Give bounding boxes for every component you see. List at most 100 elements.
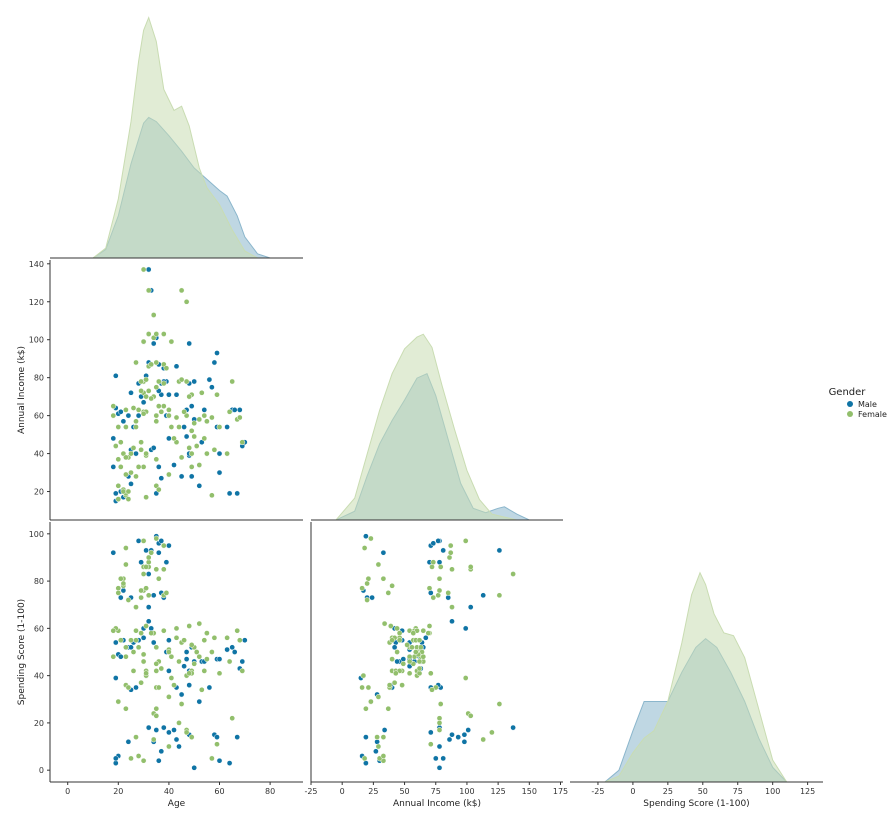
xtick-label-income--25: -25	[304, 787, 317, 796]
point-age-income-female-85	[163, 365, 170, 372]
point-age-spending-female-106	[204, 630, 210, 636]
point-income-spending-female-94	[380, 753, 387, 759]
point-income-spending-male-54	[363, 734, 369, 740]
point-age-spending-female-82	[201, 637, 208, 644]
point-age-income-female-19	[153, 412, 160, 419]
point-age-income-male-85	[166, 435, 172, 442]
point-age-income-female-105	[181, 408, 187, 415]
ytick-label-spending-100: 100	[29, 530, 44, 539]
point-age-spending-female-55	[160, 566, 167, 573]
ytick-label-income-100: 100	[29, 336, 44, 345]
point-age-income-female-16	[117, 464, 124, 470]
point-income-spending-female-42	[429, 564, 435, 570]
point-age-spending-female-13	[166, 694, 172, 700]
point-age-income-male-71	[150, 445, 157, 451]
point-age-spending-female-95	[128, 637, 134, 644]
point-age-spending-male-11	[138, 559, 144, 566]
point-income-spending-male-74	[461, 731, 468, 738]
point-income-spending-female-22	[396, 630, 403, 636]
point-age-spending-male-76	[214, 734, 220, 740]
point-age-income-female-27	[155, 403, 162, 409]
point-income-spending-female-87	[385, 590, 392, 596]
point-age-income-female-63	[191, 420, 198, 427]
point-age-spending-female-40	[160, 627, 167, 634]
point-age-income-female-79	[211, 446, 218, 453]
point-income-spending-female-108	[380, 734, 387, 740]
point-age-income-female-62	[168, 338, 175, 345]
point-age-income-female-99	[138, 388, 144, 394]
xlabel-spending: Spending Score (1-100)	[643, 799, 749, 809]
point-income-spending-female-60	[447, 542, 454, 549]
pairplot-panels: 20 40 60 80 100 120 140 Annual Income (k$) 0 20 40…	[17, 16, 823, 809]
point-income-spending-male-8	[369, 594, 375, 601]
point-age-income-female-70	[201, 435, 208, 442]
point-age-income-female-94	[135, 464, 142, 470]
point-income-spending-female-106	[410, 630, 417, 636]
point-age-spending-female-102	[153, 712, 160, 719]
point-income-spending-female-40	[420, 627, 427, 634]
point-income-spending-female-3	[365, 575, 372, 582]
point-age-spending-female-7	[153, 705, 160, 712]
point-age-spending-male-81	[128, 644, 134, 651]
point-age-income-female-93	[128, 469, 134, 476]
point-age-income-female-100	[143, 376, 149, 383]
point-age-spending-male-84	[191, 764, 198, 771]
point-age-income-female-73	[191, 433, 198, 440]
point-age-income-female-53	[155, 378, 162, 385]
point-age-spending-female-16	[117, 575, 124, 582]
point-age-income-female-39	[166, 412, 172, 419]
point-income-spending-female-98	[426, 585, 433, 592]
point-age-income-male-8	[128, 481, 134, 487]
point-age-spending-male-87	[155, 757, 162, 764]
point-age-spending-female-103	[145, 592, 152, 599]
point-income-spending-female-51	[449, 604, 455, 610]
point-age-income-female-38	[173, 414, 180, 421]
ytick-label-income-120: 120	[29, 298, 44, 307]
point-income-spending-male-81	[391, 644, 398, 651]
point-income-spending-female-109	[427, 741, 434, 748]
point-age-spending-female-38	[173, 625, 180, 632]
xtick-label-income-150: 150	[522, 787, 537, 796]
point-age-spending-female-86	[140, 571, 147, 577]
point-age-spending-female-99	[138, 594, 144, 601]
point-income-spending-male-51	[363, 760, 369, 766]
point-age-spending-female-25	[140, 658, 147, 665]
point-age-income-female-18	[138, 446, 144, 453]
point-age-income-female-74	[186, 393, 193, 400]
legend: Gender Male Female	[829, 387, 887, 419]
point-income-spending-male-47	[449, 731, 455, 738]
point-age-spending-male-7	[125, 738, 132, 745]
point-age-income-female-101	[148, 361, 155, 368]
point-income-spending-female-10	[389, 582, 395, 589]
point-age-spending-female-77	[226, 658, 233, 665]
point-income-spending-female-74	[426, 623, 433, 629]
point-age-income-female-67	[196, 416, 203, 423]
point-income-spending-female-45	[435, 592, 442, 599]
point-income-spending-male-13	[440, 547, 447, 554]
point-age-spending-female-50	[145, 554, 152, 561]
point-age-income-female-7	[153, 456, 160, 463]
point-age-spending-female-56	[183, 729, 190, 736]
point-age-income-male-69	[128, 389, 134, 396]
point-income-spending-female-105	[416, 637, 423, 644]
point-age-income-female-109	[214, 391, 220, 398]
point-age-income-male-80	[120, 418, 127, 425]
point-age-income-male-83	[188, 403, 195, 409]
point-age-income-male-72	[166, 391, 172, 398]
point-age-spending-female-6	[140, 757, 147, 764]
point-age-income-male-32	[171, 462, 177, 468]
xtick-label-spending-100: 100	[765, 787, 780, 796]
point-age-spending-female-91	[125, 684, 132, 691]
point-age-spending-male-79	[117, 653, 124, 660]
point-age-spending-female-78	[216, 670, 223, 677]
point-income-spending-female-89	[394, 625, 400, 632]
point-age-spending-female-83	[236, 637, 243, 644]
point-income-spending-female-92	[363, 705, 369, 712]
point-age-income-female-22	[138, 439, 144, 446]
point-age-income-male-36	[181, 424, 187, 430]
point-income-spending-male-27	[465, 727, 472, 733]
point-income-spending-female-72	[389, 656, 395, 662]
point-age-spending-female-21	[123, 644, 129, 651]
point-income-spending-male-14	[510, 724, 516, 731]
point-income-spending-female-78	[406, 670, 413, 677]
